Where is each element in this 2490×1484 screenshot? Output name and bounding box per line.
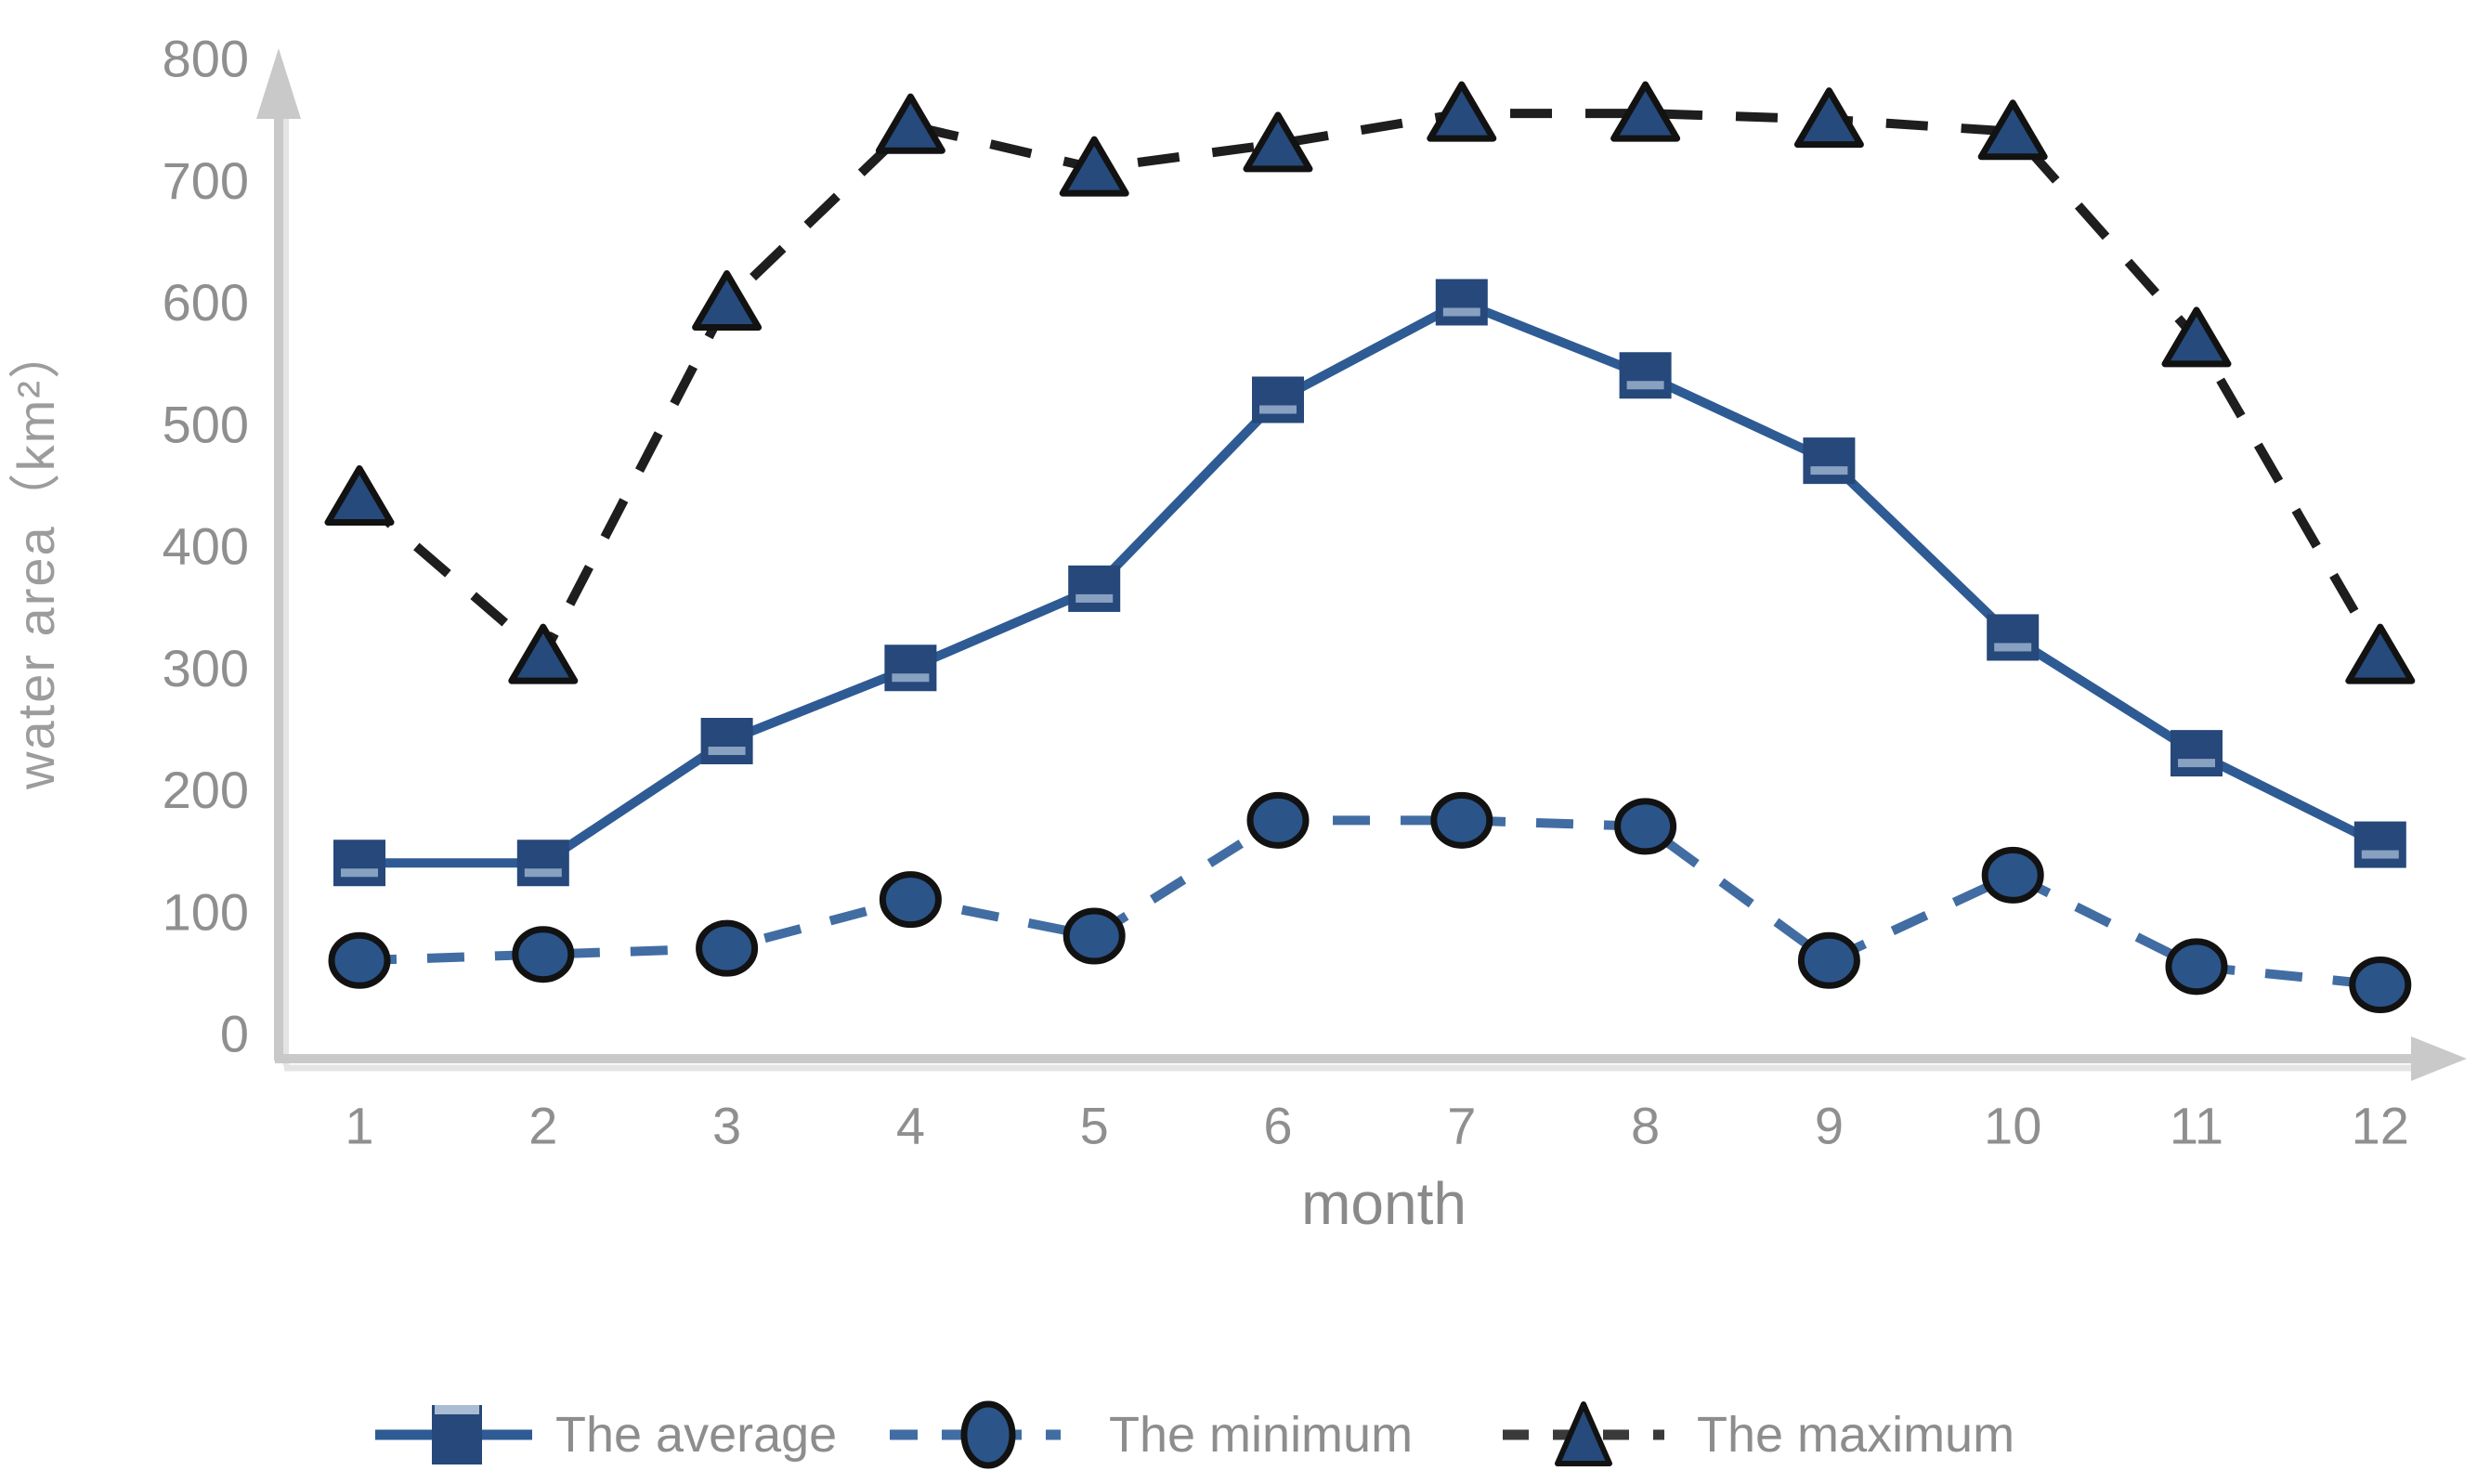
y-tick-label: 400 bbox=[163, 517, 249, 576]
legend-item-the-minimum: The minimum bbox=[890, 1400, 1413, 1469]
x-tick-label: 7 bbox=[1447, 1097, 1476, 1155]
x-tick-label: 4 bbox=[896, 1097, 925, 1155]
legend: The average The minimum The maximum bbox=[375, 1400, 2014, 1469]
x-tick-label: 6 bbox=[1263, 1097, 1292, 1155]
y-tick-label: 200 bbox=[163, 761, 249, 819]
y-tick-label: 800 bbox=[163, 30, 249, 88]
x-tick-label: 12 bbox=[2352, 1097, 2409, 1155]
legend-label: The maximum bbox=[1697, 1407, 2014, 1463]
x-tick-label: 9 bbox=[1815, 1097, 1844, 1155]
x-tick-label: 8 bbox=[1631, 1097, 1660, 1155]
x-axis-title: month bbox=[1301, 1170, 1467, 1237]
series-the-maximum bbox=[324, 81, 2416, 684]
legend-label: The average bbox=[555, 1407, 837, 1463]
x-tick-label: 10 bbox=[1984, 1097, 2041, 1155]
legend-item-the-average: The average bbox=[375, 1405, 837, 1464]
x-tick-label: 1 bbox=[345, 1097, 373, 1155]
y-tick-label: 500 bbox=[163, 395, 249, 453]
y-tick-label: 600 bbox=[163, 273, 249, 332]
x-tick-label: 11 bbox=[2170, 1097, 2223, 1155]
axes bbox=[256, 48, 2467, 1081]
x-tick-label: 3 bbox=[712, 1097, 741, 1155]
y-tick-label: 700 bbox=[163, 151, 249, 210]
y-tick-label: 0 bbox=[220, 1005, 249, 1063]
series-the-minimum bbox=[328, 791, 2412, 1013]
series-layer bbox=[324, 81, 2416, 1013]
x-tick-label: 5 bbox=[1080, 1097, 1109, 1155]
x-tick-label: 2 bbox=[528, 1097, 557, 1155]
series-the-average bbox=[333, 279, 2406, 887]
legend-label: The minimum bbox=[1109, 1407, 1413, 1463]
y-axis-title: water area（km²） bbox=[7, 325, 65, 790]
y-tick-label: 100 bbox=[163, 882, 249, 941]
legend-item-the-maximum: The maximum bbox=[1503, 1401, 2014, 1466]
y-tick-label: 300 bbox=[163, 639, 249, 697]
